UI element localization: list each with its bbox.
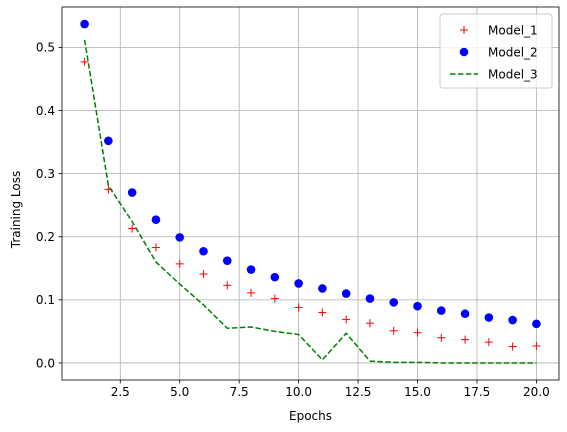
data-point-Model_2 bbox=[436, 306, 446, 315]
data-point-Model_2 bbox=[199, 246, 208, 256]
data-point-Model_2 bbox=[318, 284, 327, 293]
data-point-Model_2 bbox=[460, 309, 470, 319]
x-tick-label: 17.5 bbox=[464, 385, 491, 399]
data-point-Model_1 bbox=[365, 319, 374, 328]
data-point-Model_2 bbox=[484, 313, 494, 322]
data-point-Model_1 bbox=[389, 326, 398, 335]
data-series bbox=[80, 19, 541, 364]
legend: Model_1 Model_2 Model_3 bbox=[439, 13, 553, 89]
data-point-Model_1 bbox=[532, 341, 541, 350]
x-tick-label: 12.5 bbox=[345, 385, 372, 399]
data-point-Model_1 bbox=[175, 259, 184, 268]
data-point-Model_1 bbox=[461, 335, 470, 344]
x-axis-label: Epochs bbox=[289, 409, 332, 423]
x-tick-label: 2.5 bbox=[111, 385, 130, 399]
legend-label: Model_1 bbox=[488, 23, 538, 37]
data-point-Model_1 bbox=[199, 269, 208, 278]
data-point-Model_2 bbox=[365, 294, 375, 303]
data-point-Model_2 bbox=[341, 289, 351, 298]
data-point-Model_1 bbox=[151, 243, 160, 252]
y-tick-label: 0.4 bbox=[36, 104, 55, 118]
data-point-Model_2 bbox=[270, 272, 280, 282]
legend-box bbox=[439, 13, 553, 89]
data-point-Model_2 bbox=[175, 233, 185, 242]
data-point-Model_1 bbox=[508, 342, 517, 351]
x-tick-label: 5.0 bbox=[170, 385, 189, 399]
data-point-Model_2 bbox=[389, 298, 399, 307]
legend-entry: Model_2 bbox=[459, 45, 538, 59]
data-point-Model_2 bbox=[413, 301, 422, 311]
data-point-Model_1 bbox=[80, 57, 89, 66]
data-point-Model_2 bbox=[127, 188, 137, 197]
y-tick-label: 0.5 bbox=[36, 41, 55, 55]
x-tick-label: 7.5 bbox=[230, 385, 249, 399]
data-point-Model_1 bbox=[270, 294, 279, 303]
data-point-Model_1 bbox=[223, 281, 232, 290]
x-tick-label: 15.0 bbox=[404, 385, 431, 399]
data-point-Model_1 bbox=[342, 315, 351, 324]
y-tick-label: 0.1 bbox=[36, 293, 55, 307]
data-point-Model_1 bbox=[318, 308, 327, 317]
data-point-Model_2 bbox=[294, 279, 303, 288]
data-point-Model_2 bbox=[80, 19, 89, 29]
data-point-Model_1 bbox=[484, 338, 493, 347]
x-tick-label: 20.0 bbox=[523, 385, 550, 399]
plot-frame bbox=[61, 6, 560, 381]
y-tick-label: 0.3 bbox=[36, 167, 55, 181]
data-point-Model_1 bbox=[128, 224, 137, 233]
data-point-Model_2 bbox=[246, 265, 256, 274]
series-line-Model_3 bbox=[83, 39, 537, 364]
data-point-Model_2 bbox=[222, 256, 232, 266]
data-point-Model_1 bbox=[437, 333, 446, 342]
x-tick-label: 10.0 bbox=[285, 385, 312, 399]
y-tick-label: 0.0 bbox=[36, 356, 55, 370]
data-point-Model_2 bbox=[104, 136, 113, 146]
legend-entry: Model_3 bbox=[450, 67, 538, 81]
legend-swatch bbox=[459, 47, 469, 57]
legend-entry: Model_1 bbox=[460, 23, 538, 37]
y-axis-label: Training Loss bbox=[9, 171, 23, 249]
legend-label: Model_2 bbox=[488, 45, 538, 59]
y-tick-label: 0.2 bbox=[36, 230, 55, 244]
data-point-Model_1 bbox=[294, 303, 303, 312]
data-point-Model_2 bbox=[532, 319, 541, 329]
data-point-Model_1 bbox=[247, 288, 256, 297]
data-point-Model_2 bbox=[151, 215, 161, 224]
axes: 2.5 5.0 7.5 10.0 12.5 15.0 17.5 20.0 0.0 0.1 0.2 0.… bbox=[36, 6, 560, 399]
legend-swatch bbox=[460, 26, 468, 34]
legend-label: Model_3 bbox=[488, 67, 538, 81]
data-point-Model_2 bbox=[508, 315, 517, 325]
data-point-Model_1 bbox=[413, 328, 422, 337]
